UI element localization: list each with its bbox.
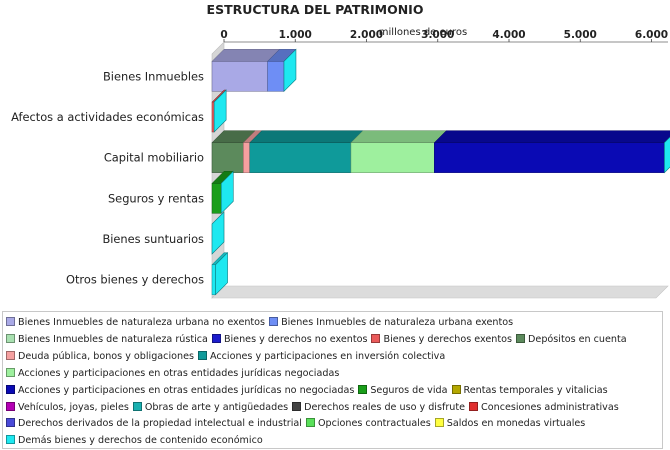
legend-item: Acciones y participaciones en inversión … [197, 349, 446, 366]
legend-item: Derechos reales de uso y disfrute [292, 400, 465, 417]
bar-segment [249, 142, 352, 173]
legend-item: Bienes Inmuebles de naturaleza urbana ex… [269, 315, 513, 332]
legend-item: Concesiones administrativas [469, 400, 619, 417]
legend-swatch [292, 401, 302, 411]
legend-swatch [469, 401, 479, 411]
legend-swatch [197, 350, 207, 360]
legend-label: Bienes y derechos exentos [383, 333, 513, 345]
legend-item: Rentas temporales y vitalicias [451, 383, 608, 400]
bar-end-cap [213, 89, 227, 133]
x-tick-label: 4.000 [492, 29, 525, 41]
legend-swatch [305, 418, 315, 428]
x-tick-label: 0 [220, 29, 227, 41]
plot-area: 0 1.000 2.000 3.000 4.000 5.000 6.000 Bienes In… [11, 29, 670, 299]
legend-label: Concesiones administrativas [481, 401, 619, 413]
legend-item: Demás bienes y derechos de contenido eco… [6, 433, 263, 450]
bar-segment [211, 101, 215, 133]
bar-end-cap [220, 170, 234, 215]
chart: ESTRUCTURA DEL PATRIMONIO millones de eu… [11, 2, 670, 299]
category-label: Capital mobiliario [104, 151, 204, 165]
legend-label: Rentas temporales y vitalicias [463, 384, 608, 396]
legend-item: Saldos en monedas virtuales [434, 416, 586, 433]
x-tick-label: 6.000 [635, 29, 668, 41]
legend-item: Derechos derivados de la propiedad intel… [6, 416, 302, 433]
legend-item: Bienes Inmuebles de naturaleza urbana no… [6, 315, 265, 332]
legend-label: Acciones y participaciones en otras enti… [18, 384, 355, 396]
category-label: Afectos a actividades económicas [11, 110, 204, 124]
x-tick-label: 3.000 [421, 29, 454, 41]
legend-swatch [6, 401, 15, 411]
legend-item: Acciones y participaciones en otras enti… [6, 366, 339, 383]
bar-end-cap [215, 251, 228, 296]
legend-item: Deuda pública, bonos y obligaciones [6, 349, 194, 366]
bar-segment [211, 61, 268, 92]
category-label: Otros bienes y derechos [66, 273, 204, 287]
bar-segment-top [350, 130, 447, 143]
bar-segment-top [249, 130, 364, 143]
legend-swatch [434, 418, 444, 428]
legend-label: Derechos reales de uso y disfrute [304, 401, 466, 413]
legend-label: Vehículos, joyas, pieles [18, 401, 129, 413]
legend-label: Acciones y participaciones en inversión … [209, 350, 446, 362]
legend-swatch [6, 418, 15, 428]
legend-swatch [371, 333, 381, 343]
bar-end-cap [211, 211, 225, 255]
legend-label: Bienes Inmuebles de naturaleza urbana no… [18, 317, 266, 328]
legend-label: Depósitos en cuenta [528, 333, 627, 345]
legend-swatch [451, 384, 461, 394]
legend-label: Demás bienes y derechos de contenido eco… [18, 435, 263, 447]
legend-label: Bienes Inmuebles de naturaleza rústica [18, 333, 208, 345]
chart-title: ESTRUCTURA DEL PATRIMONIO [207, 2, 424, 17]
bar-end-cap [283, 48, 297, 93]
x-tick-label: 5.000 [564, 29, 597, 41]
category-label: Bienes suntuarios [102, 232, 204, 246]
legend-swatch [6, 333, 15, 343]
legend-item: Vehículos, joyas, pieles [6, 400, 129, 417]
bar-end-cap [664, 136, 670, 174]
legend-swatch [6, 350, 15, 360]
legend-label: Obras de arte y antigüedades [144, 401, 289, 413]
legend-swatch [132, 401, 142, 411]
legend-swatch [6, 317, 15, 326]
legend-label: Seguros de vida [370, 384, 448, 396]
legend-swatch [358, 384, 368, 394]
legend-label: Bienes Inmuebles de naturaleza urbana ex… [281, 317, 514, 328]
x-axis-label: millones de euros [379, 27, 467, 38]
legend-item: Depósitos en cuenta [516, 332, 627, 349]
legend-label: Derechos derivados de la propiedad intel… [18, 418, 302, 430]
legend-label: Opciones contractuales [317, 418, 431, 430]
bar-segment [243, 142, 251, 173]
bar-segment [211, 183, 222, 214]
legend-swatch [6, 435, 15, 445]
legend-label: Bienes y derechos no exentos [223, 333, 368, 345]
category-label: Seguros y rentas [108, 191, 204, 205]
legend-label: Saldos en monedas virtuales [446, 418, 586, 430]
legend-item: Opciones contractuales [305, 416, 431, 433]
legend-item: Seguros de vida [358, 383, 448, 400]
bar-segment [267, 61, 285, 92]
legend-label: Acciones y participaciones en otras enti… [18, 367, 340, 379]
legend-item: Obras de arte y antigüedades [132, 400, 289, 417]
x-tick-label: 2.000 [350, 29, 383, 41]
bar-segment [350, 142, 435, 173]
legend-item: Acciones y participaciones en otras enti… [6, 383, 354, 400]
legend-label: Deuda pública, bonos y obligaciones [18, 350, 194, 362]
legend-swatch [6, 384, 15, 394]
x-tick-label: 1.000 [279, 29, 312, 41]
legend-swatch [211, 333, 221, 343]
bar-segment-top [433, 130, 670, 143]
category-label: Bienes Inmuebles [103, 69, 204, 83]
legend-swatch [269, 317, 279, 326]
legend-item: Bienes y derechos no exentos [211, 332, 368, 349]
legend-item: Bienes Inmuebles de naturaleza rústica [6, 332, 208, 349]
legend-item: Bienes y derechos exentos [371, 332, 512, 349]
legend-swatch [6, 367, 15, 377]
bar-segment [211, 264, 216, 295]
legend: Bienes Inmuebles de naturaleza urbana no… [2, 311, 663, 449]
legend-swatch [516, 333, 526, 343]
axis-floor [211, 285, 669, 299]
bar-segment [211, 142, 244, 173]
bar-segment [434, 142, 665, 173]
